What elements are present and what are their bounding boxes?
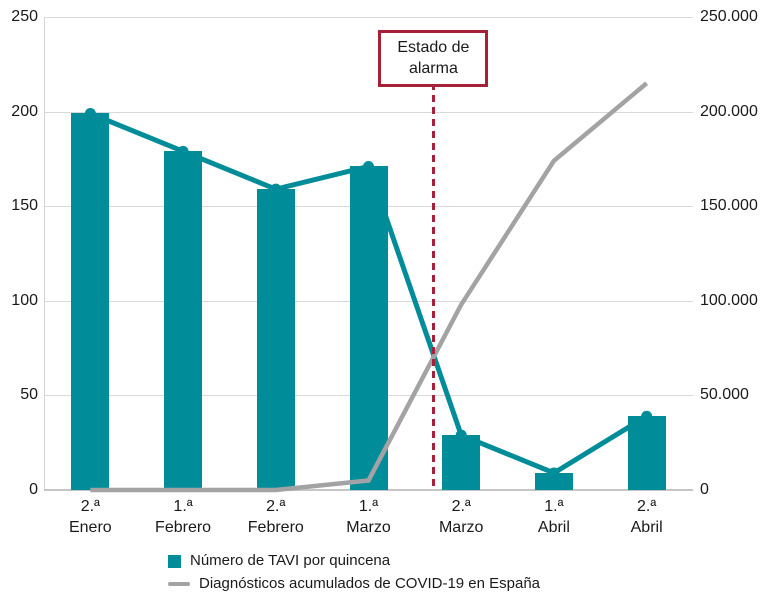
left-axis-tick-label: 200	[11, 102, 38, 120]
left-axis-tick-label: 100	[11, 291, 38, 309]
left-axis-tick-label: 50	[20, 386, 38, 404]
left-axis-tick-label: 0	[29, 481, 38, 498]
right-axis-tick-label: 150.000	[700, 197, 758, 215]
estado-de-alarma-annotation: Estado de alarma	[378, 30, 489, 87]
right-axis-tick-label: 200.000	[700, 102, 758, 120]
left-axis-tick-label: 150	[11, 197, 38, 215]
estado-de-alarma-dashed-line	[431, 83, 435, 490]
right-axis-tick-label: 0	[700, 481, 709, 498]
x-label-month: Marzo	[346, 519, 391, 536]
x-label-month: Abril	[630, 519, 663, 536]
x-label-fortnight: 2.ª	[80, 498, 100, 515]
legend-item-covid: Diagnósticos acumulados de COVID-19 en E…	[168, 574, 540, 594]
annotation-line-1: Estado de	[397, 39, 470, 56]
left-axis-spine	[44, 17, 45, 490]
legend: Número de TAVI por quincena Diagnósticos…	[168, 551, 540, 594]
line-series-swatch-icon	[168, 582, 190, 586]
x-axis-label: 2.ª Febrero	[229, 496, 323, 538]
gridline	[44, 111, 693, 113]
x-axis-label: 2.ª Marzo	[414, 496, 508, 538]
x-label-month: Marzo	[438, 519, 484, 536]
x-label-fortnight: 1.ª	[173, 498, 193, 515]
right-axis-tick-label: 100.000	[700, 291, 758, 309]
tavi-bar	[442, 435, 481, 490]
x-label-fortnight: 1.ª	[358, 498, 379, 515]
right-axis-tick-label: 50.000	[700, 386, 749, 404]
tavi-bar	[71, 113, 110, 490]
x-label-month: Febrero	[247, 519, 304, 536]
gridline	[44, 17, 693, 18]
legend-label-tavi: Número de TAVI por quincena	[190, 552, 391, 569]
tavi-bar	[256, 189, 295, 490]
x-axis-label: 1.ª Marzo	[322, 496, 416, 538]
legend-label-covid: Diagnósticos acumulados de COVID-19 en E…	[199, 575, 541, 592]
x-label-fortnight: 1.ª	[544, 498, 564, 515]
x-axis-label: 2.ª Abril	[600, 496, 694, 538]
legend-item-tavi: Número de TAVI por quincena	[168, 551, 540, 571]
tavi-bar	[164, 151, 203, 490]
x-label-month: Enero	[68, 519, 112, 536]
bar-series-swatch-icon	[168, 554, 181, 568]
right-axis-tick-label: 250.000	[700, 8, 758, 25]
x-label-fortnight: 2.ª	[266, 498, 286, 515]
tavi-bar	[534, 472, 573, 490]
x-label-fortnight: 2.ª	[451, 498, 471, 515]
x-axis-label: 1.ª Abril	[507, 496, 601, 538]
x-label-fortnight: 2.ª	[637, 498, 657, 515]
annotation-line-2: alarma	[408, 60, 458, 77]
tavi-bar	[627, 416, 666, 490]
x-label-month: Abril	[537, 519, 570, 536]
tavi-bar	[349, 166, 388, 490]
x-label-month: Febrero	[155, 519, 212, 536]
x-axis-label: 1.ª Febrero	[136, 496, 230, 538]
x-axis-label: 2.ª Enero	[43, 496, 137, 538]
left-axis-tick-label: 250	[11, 8, 38, 25]
